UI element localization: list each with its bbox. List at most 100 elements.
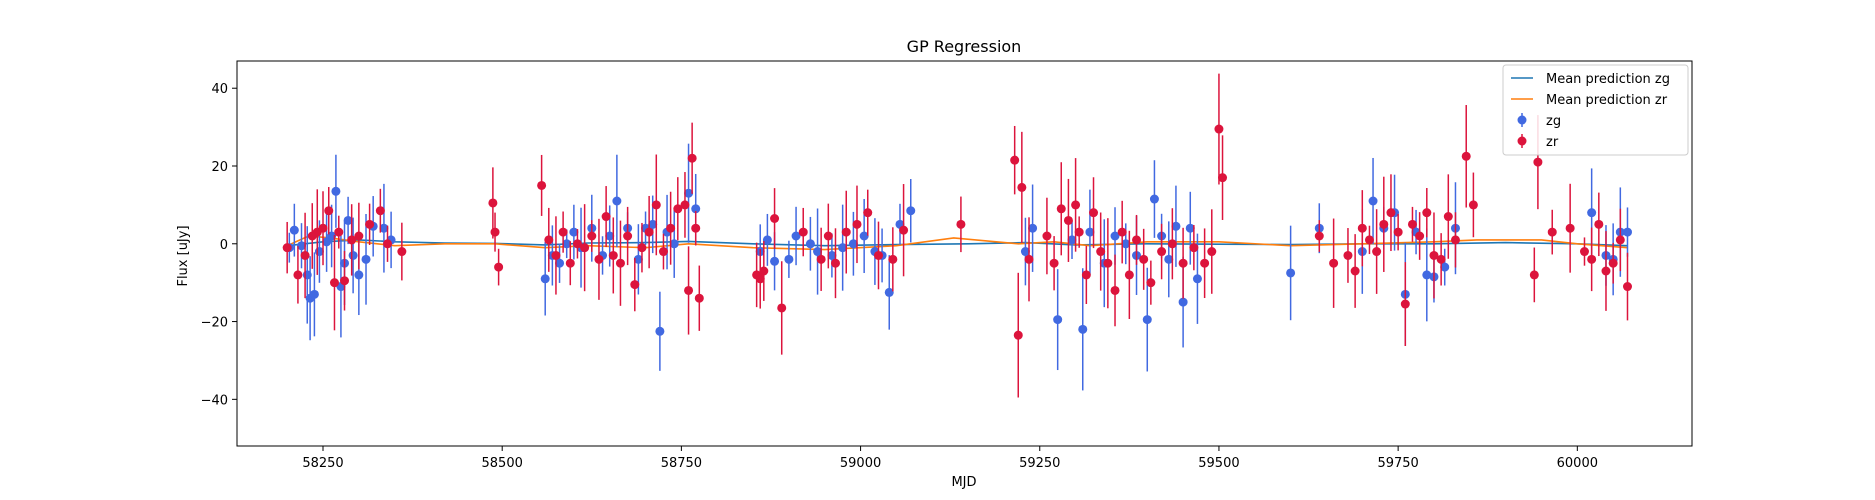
- data-point: [365, 219, 375, 229]
- data-point: [1343, 250, 1353, 260]
- data-point: [601, 212, 611, 222]
- data-point: [823, 231, 833, 241]
- y-tick-label: −40: [201, 393, 228, 408]
- data-point: [361, 254, 371, 264]
- data-point: [1533, 157, 1543, 167]
- data-point: [572, 239, 582, 249]
- data-point: [691, 223, 701, 233]
- data-point: [1329, 258, 1339, 268]
- data-point: [813, 247, 823, 257]
- data-point: [673, 204, 683, 214]
- data-point: [644, 227, 654, 237]
- data-point: [1124, 270, 1134, 280]
- legend-label: Mean prediction zr: [1546, 93, 1668, 108]
- data-point: [784, 254, 794, 264]
- data-point: [873, 250, 883, 260]
- x-axis: 58250 58500 58750 59000 59250 59500 59750 60000: [302, 446, 1598, 471]
- y-tick-label: 0: [220, 238, 228, 253]
- chart-title: GP Regression: [907, 37, 1022, 56]
- data-point: [322, 237, 332, 247]
- data-point: [318, 223, 328, 233]
- data-point: [1386, 208, 1396, 218]
- data-point: [1020, 247, 1030, 257]
- data-point: [1074, 227, 1084, 237]
- data-point: [1157, 247, 1167, 257]
- data-point: [1071, 200, 1081, 210]
- y-axis: −40 −20 0 20 40: [201, 82, 237, 408]
- data-point: [300, 250, 310, 260]
- y-tick-label: 40: [211, 82, 228, 97]
- data-point: [1081, 270, 1091, 280]
- data-point: [1415, 231, 1425, 241]
- data-point: [608, 250, 618, 260]
- data-point: [633, 254, 643, 264]
- axes-frame: [236, 60, 1693, 447]
- data-point: [1615, 235, 1625, 245]
- data-point: [684, 285, 694, 295]
- data-point: [770, 256, 780, 266]
- data-point: [1164, 254, 1174, 264]
- x-tick-label: 60000: [1557, 456, 1598, 471]
- data-point: [1171, 221, 1181, 231]
- data-point: [1110, 285, 1120, 295]
- data-point: [899, 225, 909, 235]
- data-point: [343, 215, 353, 225]
- series-zg: [284, 143, 1632, 391]
- data-point: [1085, 227, 1095, 237]
- data-point: [1622, 282, 1632, 292]
- data-point: [666, 223, 676, 233]
- data-point: [1056, 204, 1066, 214]
- data-point: [1440, 262, 1450, 272]
- data-point: [1096, 247, 1106, 257]
- data-point: [1028, 223, 1038, 233]
- y-tick-label: −20: [201, 316, 228, 331]
- data-point: [1579, 247, 1589, 257]
- series-mean-prediction-zr: [286, 235, 1628, 251]
- data-point: [651, 200, 661, 210]
- data-point: [1601, 266, 1611, 276]
- data-point: [759, 266, 769, 276]
- data-point: [309, 289, 319, 299]
- data-point: [354, 270, 364, 280]
- data-point: [1089, 208, 1099, 218]
- data-point: [1368, 196, 1378, 206]
- data-point: [838, 243, 848, 253]
- data-point: [605, 231, 615, 241]
- data-point: [630, 280, 640, 290]
- data-point: [1286, 268, 1296, 278]
- legend-label: zr: [1546, 135, 1559, 150]
- data-point: [1350, 266, 1360, 276]
- data-point: [1393, 227, 1403, 237]
- data-point: [1364, 235, 1374, 245]
- data-point: [1422, 208, 1432, 218]
- data-point: [637, 243, 647, 253]
- data-point: [1622, 227, 1632, 237]
- data-point: [1436, 254, 1446, 264]
- data-point: [1529, 270, 1539, 280]
- data-point: [348, 250, 358, 260]
- data-point: [791, 231, 801, 241]
- data-point: [1207, 247, 1217, 257]
- data-point: [551, 250, 561, 260]
- x-tick-label: 59750: [1377, 456, 1418, 471]
- legend-entry: zr: [1517, 134, 1559, 150]
- data-point: [555, 258, 565, 268]
- data-point: [1468, 200, 1478, 210]
- data-point: [1357, 223, 1367, 233]
- data-point: [1017, 182, 1027, 192]
- legend-box: [1502, 64, 1689, 156]
- data-point: [655, 326, 665, 336]
- x-tick-label: 59500: [1198, 456, 1239, 471]
- data-point: [770, 214, 780, 223]
- data-point: [1117, 227, 1127, 237]
- data-point: [1053, 315, 1063, 325]
- x-tick-label: 58250: [302, 456, 343, 471]
- x-tick-label: 59250: [1019, 456, 1060, 471]
- data-point: [1146, 278, 1156, 288]
- data-point: [544, 235, 554, 245]
- legend-label: Mean prediction zg: [1546, 72, 1670, 87]
- data-point: [859, 231, 869, 241]
- data-point: [669, 239, 679, 249]
- data-point: [827, 250, 837, 260]
